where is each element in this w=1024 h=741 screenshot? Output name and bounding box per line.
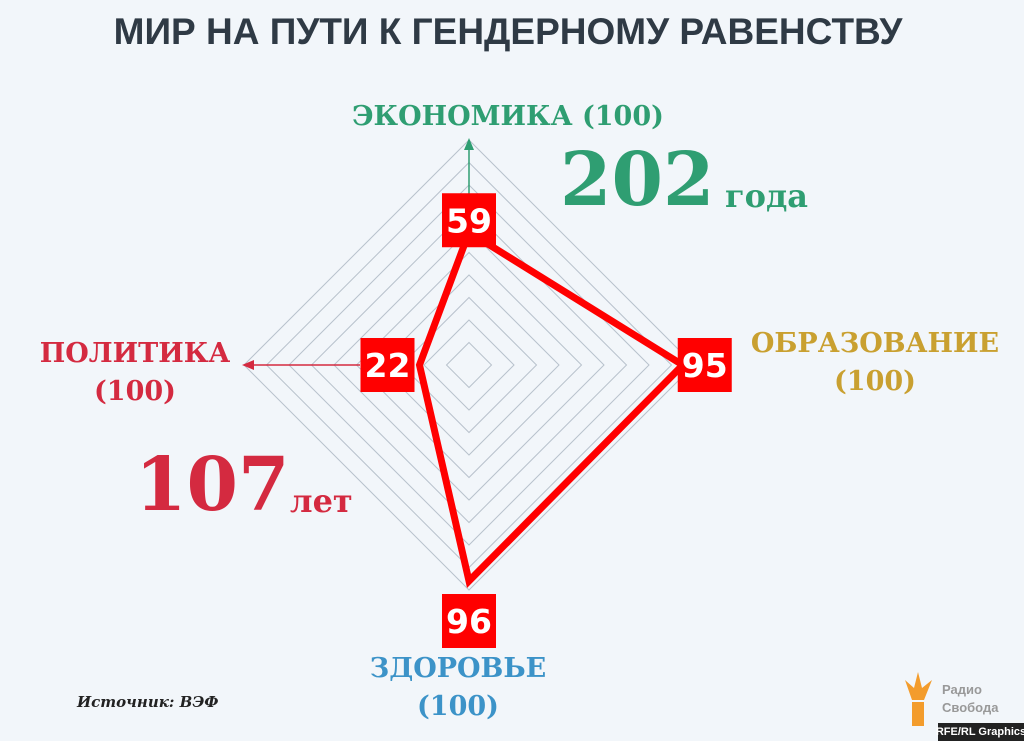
arrow-head <box>464 138 474 150</box>
grid-ring <box>378 274 560 456</box>
axis-label: ПОЛИТИКА (100) <box>39 338 231 407</box>
value-box <box>442 193 496 248</box>
axis-label: ЭКОНОМИКА (100) <box>352 101 664 132</box>
annotation-value: 107 <box>135 442 289 528</box>
credit-bg <box>938 723 1024 741</box>
grid-ring <box>423 319 515 411</box>
grid-ring <box>243 139 695 591</box>
value-label: 22 <box>365 346 411 385</box>
logo-text: Радио <box>942 682 982 697</box>
value-label: 95 <box>682 346 728 385</box>
credit: RFE/RL Graphics <box>936 726 1024 738</box>
annotation-text: года <box>725 177 808 215</box>
value-box <box>360 338 415 392</box>
logo-text: Свобода <box>942 700 999 715</box>
grid-ring <box>355 251 583 479</box>
value-box <box>442 594 496 648</box>
grid-ring <box>310 206 628 524</box>
logo-icon <box>905 672 932 700</box>
arrow-head <box>242 360 254 370</box>
chart-title: МИР НА ПУТИ К ГЕНДЕРНОМУ РАВЕНСТВУ <box>114 11 904 52</box>
value-label: 59 <box>446 201 492 240</box>
grid-ring <box>445 341 493 389</box>
value-label: 96 <box>446 602 492 641</box>
grid-ring <box>400 296 538 434</box>
value-box <box>677 338 732 392</box>
logo-icon <box>912 702 924 726</box>
grid-ring <box>333 229 605 501</box>
annotation-text: лет <box>290 482 353 520</box>
axis-label: ОБРАЗОВАНИЕ (100) <box>750 328 1000 397</box>
annotation-value: 202 <box>560 137 714 223</box>
radar-line <box>415 227 689 588</box>
axis-label: ЗДОРОВЬЕ (100) <box>369 653 547 722</box>
source: Источник: ВЭФ <box>76 693 219 711</box>
